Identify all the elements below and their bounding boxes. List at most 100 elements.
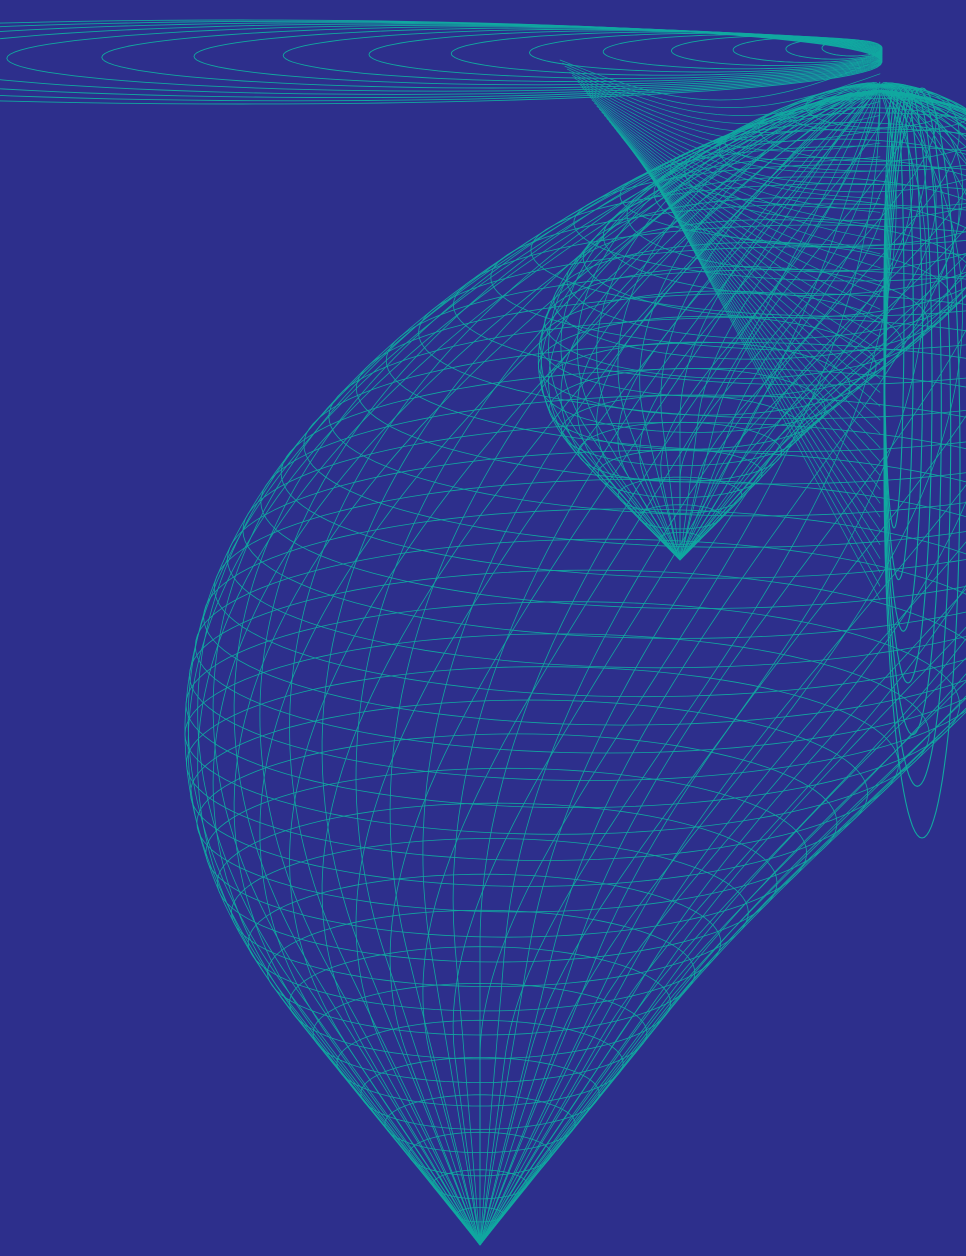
big-shell-meridian: [479, 89, 966, 1246]
big-shell-meridian: [479, 89, 966, 1246]
big-shell-meridian: [479, 89, 966, 1246]
seam-fan-line: [613, 127, 881, 365]
big-shell-meridian: [479, 89, 966, 1246]
inner-shell-meridian: [679, 84, 966, 561]
seam-fan-line: [596, 105, 881, 269]
seam-fan-line: [589, 96, 881, 227]
big-shell-meridian: [184, 89, 881, 1246]
inner-shell-ring: [560, 394, 803, 467]
big-shell-meridian: [479, 89, 966, 1246]
big-shell-meridian: [321, 89, 881, 1246]
seam-fan-line: [567, 68, 881, 125]
big-shell-ring: [185, 601, 960, 808]
seam-fan-line: [559, 59, 881, 101]
seam-fan-line: [631, 148, 881, 462]
top-flare-loop: [785, 38, 883, 60]
seam-fan-line: [648, 170, 881, 559]
inner-shell-mesh: [537, 81, 966, 561]
inner-shell-meridian: [679, 84, 966, 561]
big-shell-meridian: [479, 89, 966, 1246]
inner-shell-meridian: [596, 83, 881, 561]
big-shell-meridian: [479, 89, 897, 1246]
seam-fan-line: [599, 108, 881, 282]
seam-fan-line: [645, 167, 881, 545]
big-shell-meridian: [479, 89, 966, 1246]
top-flare-loops: [0, 19, 883, 105]
right-side-loops: [559, 59, 961, 839]
inner-shell-meridian: [679, 84, 960, 561]
top-flare-loop: [0, 19, 883, 105]
big-shell-meridian: [321, 89, 881, 1246]
inner-shell-meridian: [679, 84, 966, 561]
seam-fan-line: [569, 71, 881, 133]
seam-fan-line: [608, 121, 881, 338]
inner-shell-meridian: [679, 84, 893, 561]
seam-fan-line: [611, 124, 881, 352]
big-shell-ring: [385, 269, 966, 452]
big-shell-meridian: [389, 89, 881, 1246]
big-shell-mesh: [184, 89, 966, 1246]
seam-fan-line: [591, 99, 881, 241]
big-shell-meridian: [197, 89, 881, 1246]
big-shell-meridian: [212, 89, 881, 1246]
big-shell-ring: [267, 909, 696, 1036]
big-shell-ring: [227, 450, 966, 669]
big-shell-meridian: [289, 89, 881, 1246]
seam-fan-line: [564, 65, 881, 116]
inner-shell-meridian: [679, 84, 966, 561]
right-side-loop: [883, 87, 961, 839]
seam-fan-line: [621, 136, 881, 407]
seam-fan-line: [623, 139, 881, 421]
right-side-loop: [883, 87, 952, 787]
seam-fan-line: [635, 155, 881, 490]
big-shell-meridian: [422, 89, 881, 1246]
seam-fan-line: [640, 161, 881, 518]
seam-fan-line: [626, 142, 881, 435]
seam-fan-line: [638, 158, 881, 504]
big-shell-meridian: [479, 89, 966, 1246]
big-shell-ring: [213, 479, 966, 698]
top-flare-loop: [732, 36, 883, 63]
inner-shell-meridian: [639, 82, 881, 561]
big-shell-meridian: [479, 89, 966, 1246]
big-shell-ring: [184, 633, 930, 835]
inner-shell-ring: [539, 290, 903, 398]
seam-fan-line: [601, 111, 881, 296]
seam-fan-line: [616, 130, 881, 379]
big-shell-meridian: [479, 89, 966, 1246]
inner-shell-meridian: [679, 82, 893, 561]
seam-fan-line: [618, 133, 881, 393]
big-shell-meridian: [479, 89, 966, 1246]
big-shell-meridian: [479, 89, 966, 1246]
seam-fan-line: [655, 179, 881, 601]
seam-fan-line: [586, 93, 881, 213]
seam-fan-line: [574, 78, 881, 152]
seam-fan-line: [606, 118, 881, 324]
seam-fan-line: [643, 164, 881, 532]
big-shell-meridian: [479, 89, 963, 1246]
inner-shell-meridian: [540, 84, 881, 561]
seam-fan-line: [581, 87, 881, 185]
inner-shell-meridian: [576, 84, 881, 561]
inner-shell-meridian: [596, 84, 881, 561]
seam-fan-line: [594, 102, 881, 255]
big-shell-meridian: [479, 89, 927, 1246]
seam-fan-line: [603, 115, 881, 310]
inner-shell-meridian: [537, 84, 881, 561]
big-shell-meridian: [259, 89, 881, 1246]
seam-fan-line: [562, 62, 881, 108]
inner-shell-meridian: [679, 84, 966, 561]
seam-fan-line: [628, 145, 881, 449]
inner-shell-meridian: [679, 84, 914, 561]
big-shell-meridian: [187, 89, 881, 1246]
big-shell-meridian: [197, 89, 881, 1246]
seam-fan-line: [579, 84, 881, 173]
inner-shell-meridian: [679, 81, 881, 561]
big-shell-meridian: [479, 89, 966, 1246]
big-shell-meridian: [233, 89, 881, 1246]
big-shell-meridian: [422, 89, 881, 1246]
inner-shell-meridian: [679, 84, 966, 561]
seam-fan-line: [633, 151, 881, 476]
